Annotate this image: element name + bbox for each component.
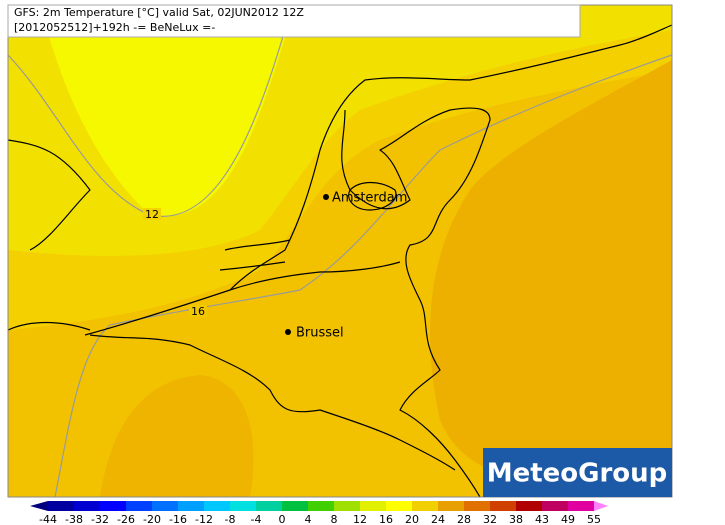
legend-tick-label: -32 — [91, 513, 109, 525]
field-hot — [430, 60, 672, 497]
legend-swatch — [360, 501, 387, 511]
color-legend: -44 -38 -32 -26 -20 -16 -12 -8 -4 0 4 8 12 16 20 24 28 32… — [30, 501, 608, 525]
coastline — [84, 24, 672, 336]
legend-tick-label: 32 — [483, 513, 497, 525]
legend-swatch — [152, 501, 179, 511]
legend-swatch — [594, 501, 608, 511]
legend-tick-label: -44 — [39, 513, 57, 525]
contour-label-bg — [143, 208, 161, 220]
header-box — [7, 4, 581, 38]
field-cool — [40, 5, 295, 217]
legend-tick-label: 24 — [431, 513, 445, 525]
legend-swatch — [542, 501, 569, 511]
legend-swatch — [126, 501, 153, 511]
legend-tick-label: -8 — [225, 513, 236, 525]
legend-tick-label: -26 — [117, 513, 135, 525]
border — [341, 107, 491, 497]
legend-swatch — [464, 501, 491, 511]
city-label: Brussel — [296, 326, 344, 341]
legend-swatch — [74, 501, 101, 511]
legend-swatch — [334, 501, 361, 511]
legend-tick-label: 49 — [561, 513, 575, 525]
legend-swatch — [438, 501, 465, 511]
contour-label: 16 — [191, 305, 205, 318]
legend-swatch — [386, 501, 413, 511]
legend-tick-label: -16 — [169, 513, 187, 525]
legend-tick-label: 16 — [379, 513, 393, 525]
legend-swatch — [516, 501, 543, 511]
coastline — [8, 139, 91, 331]
legend-tick-label: 0 — [279, 513, 286, 525]
legend-tick-label: 28 — [457, 513, 471, 525]
legend-tick-label: 43 — [535, 513, 549, 525]
legend-swatch — [48, 501, 75, 511]
legend-tick-label: 8 — [331, 513, 338, 525]
logo: MeteoGroup — [487, 459, 668, 489]
border — [89, 261, 456, 471]
legend-swatch — [256, 501, 283, 511]
legend-swatch — [282, 501, 309, 511]
legend-tick-label: -12 — [195, 513, 213, 525]
legend-tick-label: -4 — [251, 513, 262, 525]
legend-tick-label: -20 — [143, 513, 161, 525]
header-title: GFS: 2m Temperature [°C] valid Sat, 02JU… — [14, 6, 304, 19]
logo-box — [483, 448, 672, 497]
city-dot — [285, 329, 291, 335]
legend-swatch — [308, 501, 335, 511]
legend-tick-label: 55 — [587, 513, 601, 525]
legend-tick-label: -38 — [65, 513, 83, 525]
legend-swatch — [568, 501, 595, 511]
coastline — [219, 181, 397, 271]
legend-tick-label: 38 — [509, 513, 523, 525]
field-hot — [100, 375, 254, 497]
legend-tick-label: 4 — [305, 513, 312, 525]
legend-swatch — [490, 501, 517, 511]
contour-label: 12 — [145, 208, 159, 221]
legend-swatch — [230, 501, 257, 511]
legend-swatch — [412, 501, 439, 511]
city-label: Amsterdam — [332, 191, 407, 206]
isotherm — [54, 54, 672, 497]
contour-label-bg — [189, 305, 207, 317]
legend-swatch — [178, 501, 205, 511]
legend-swatch — [204, 501, 231, 511]
legend-tick-label: 20 — [405, 513, 419, 525]
legend-tick-label: 12 — [353, 513, 367, 525]
header-subtitle: [2012052512]+192h -= BeNeLux =- — [14, 21, 215, 34]
city-dot — [323, 194, 329, 200]
legend-swatch — [30, 501, 48, 511]
map: Amsterdam Brussel 12 16 — [8, 5, 672, 497]
legend-swatch — [100, 501, 127, 511]
